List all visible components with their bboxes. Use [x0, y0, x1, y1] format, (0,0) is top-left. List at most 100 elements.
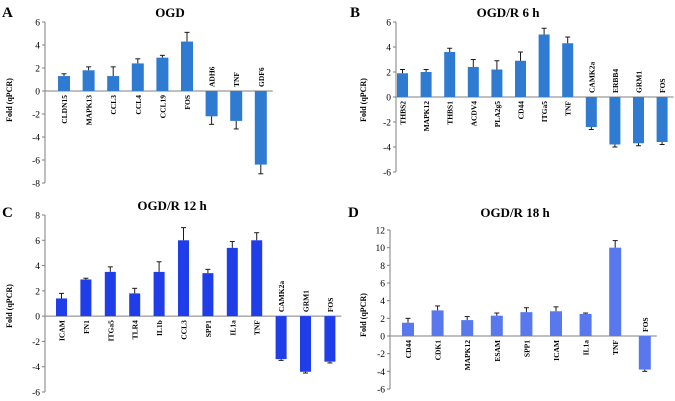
- panel-d-plot: 12 10 8 6 4 2 0 -2 -4 -6 CD44 CDK1 MAPK12 ESAM SPP1 ICA…: [376, 227, 657, 396]
- panel-c-title: OGD/R 12 h: [137, 198, 207, 213]
- panel-c-bar-il1a: [226, 247, 238, 317]
- panel-b-y-tick-label: 4: [386, 44, 391, 54]
- panel-c-category-label: IL1a: [228, 320, 237, 336]
- panel-c-bar-tlr4: [129, 293, 141, 317]
- panel-d-bar-esam: [490, 315, 503, 336]
- panel-c-category-label: IL1b: [155, 320, 164, 336]
- panel-b-bar-grm1: [633, 97, 644, 144]
- panel-d-y-tick-label: -6: [377, 386, 385, 396]
- panel-b-category-label: THBS2: [399, 101, 408, 125]
- panel-c-y-tick-label: -2: [32, 338, 40, 348]
- panel-a-y-tick-label: 6: [35, 19, 40, 29]
- panel-c-category-label: SPP1: [204, 320, 213, 337]
- panel-a-category-label: TNF: [232, 72, 241, 87]
- panel-d-y-tick-label: 2: [380, 315, 385, 325]
- panel-b-category-label: TNF: [564, 101, 573, 116]
- panel-b-y-tick-label: 6: [386, 19, 391, 29]
- panel-a-category-label: CCL4: [134, 95, 143, 115]
- panel-a-category-label: CCL3: [109, 95, 118, 115]
- panel-d-y-tick-label: 12: [376, 227, 386, 237]
- panel-a-y-tick-label: 0: [35, 88, 40, 98]
- panel-c-bar-camk2a: [275, 316, 287, 360]
- panel-c-y-tick-label: 2: [35, 287, 40, 297]
- panel-c-category-label: GRM1: [302, 290, 311, 312]
- panel-c-bar-fn1: [80, 279, 92, 317]
- panel-d-y-tick-label: 10: [376, 244, 386, 254]
- panel-a-y-tick-label: -2: [32, 111, 40, 121]
- panel-a-bar-gdf6: [254, 91, 267, 165]
- panel-d: D OGD/R 18 h Fold (qPCR) 12 10 8 6 4 2 0 -2 -4 -6…: [348, 205, 657, 396]
- panel-a-plot: 6 4 2 0 -2 -4 -6 -8 CLDN15 MAPK13 CCL3 CCL4 CCL19 FOS…: [32, 19, 273, 190]
- panel-b-category-label: CAMK2a: [587, 62, 596, 93]
- panel-a-y-tick-label: -6: [32, 157, 40, 167]
- panel-b-bar-acdv4: [467, 67, 479, 97]
- panel-a-bar-tnf: [230, 91, 243, 121]
- panel-c-y-tick-label: -6: [32, 389, 40, 399]
- panel-c-bar-icam: [56, 298, 67, 317]
- panel-b-plot: 6 4 2 0 -2 -4 -6 THBS2 MAPK12 THBS1 ACDV4 PLA2g5 CD4…: [383, 19, 674, 179]
- panel-b-bar-camk2a: [585, 97, 597, 127]
- panel-a-bar-adh6: [205, 91, 218, 117]
- panel-b-bar-thbs2: [397, 73, 408, 97]
- panel-a-category-label: FOS: [183, 95, 192, 110]
- panel-c-bar-fos: [324, 316, 336, 362]
- panel-c-label: C: [2, 205, 13, 221]
- panel-a-y-tick-label: 2: [35, 65, 40, 75]
- panel-b-bar-thbs1: [444, 52, 456, 97]
- panel-d-bar-mapk12: [461, 320, 474, 336]
- panel-a-bar-ccl3: [107, 76, 120, 91]
- panel-b-y-tick-label: -2: [383, 119, 391, 129]
- panel-d-y-axis-label: Fold (qPCR): [359, 293, 368, 337]
- panel-b-y-tick-label: 0: [386, 94, 391, 104]
- panel-d-category-label: IL1a: [582, 340, 591, 356]
- panel-a-category-label: MAPK13: [85, 95, 94, 126]
- panel-d-category-label: ICAM: [552, 340, 561, 361]
- panel-c-bar-ccl3: [178, 240, 189, 317]
- panel-d-category-label: CD44: [404, 340, 413, 359]
- panel-b-title: OGD/R 6 h: [477, 5, 541, 20]
- panel-b-bar-mapk12: [420, 72, 432, 97]
- panel-d-category-label: SPP1: [522, 340, 531, 357]
- panel-c-bar-tnf: [251, 240, 263, 317]
- panel-a-bar-fos: [181, 41, 193, 91]
- panel-b-y-tick-label: -4: [383, 144, 391, 154]
- panel-d-category-label: CDK1: [434, 340, 443, 361]
- panel-d-category-label: MAPK12: [463, 340, 472, 371]
- panel-c-category-label: FOS: [326, 298, 335, 313]
- panel-b-bar-pla2g5: [491, 69, 503, 97]
- panel-d-category-label: ESAM: [493, 340, 502, 362]
- panel-b-category-label: PLA2g5: [493, 101, 502, 128]
- panel-d-bar-fos: [638, 336, 651, 370]
- panel-b-y-axis-label: Fold (qPCR): [359, 78, 368, 122]
- panel-c-y-tick-label: 0: [35, 313, 40, 323]
- panel-a-y-tick-label: 4: [35, 42, 40, 52]
- panel-a-label: A: [2, 5, 13, 21]
- panel-d-bar-cdk1: [431, 310, 444, 336]
- panel-a-bar-ccl4: [131, 63, 144, 91]
- panel-b-y-tick-label: 2: [386, 69, 391, 79]
- panel-d-y-tick-label: 6: [380, 280, 385, 290]
- panel-c-bar-il1b: [153, 271, 165, 317]
- panel-c-bar-spp1: [202, 273, 214, 317]
- panel-d-title: OGD/R 18 h: [480, 205, 550, 220]
- panel-b-bar-itga5: [538, 34, 550, 97]
- panel-d-category-label: TNF: [611, 340, 620, 355]
- panel-d-y-tick-label: -4: [377, 368, 385, 378]
- panel-c-y-axis-label: Fold (qPCR): [5, 284, 14, 328]
- panel-c-y-tick-label: 6: [35, 237, 40, 247]
- panel-d-bar-cd44: [402, 322, 414, 336]
- panel-c-category-label: CAMK2a: [277, 281, 286, 312]
- panel-b-category-label: MAPK12: [422, 101, 431, 132]
- panel-c-category-label: ITGa5: [106, 320, 115, 342]
- panel-c-bar-itga5: [104, 271, 116, 317]
- panel-a-bar-mapk13: [82, 70, 95, 91]
- panel-d-bar-il1a: [579, 313, 592, 336]
- panel-b-category-label: CD44: [517, 101, 526, 120]
- panel-a-category-label: CLDN15: [60, 95, 69, 124]
- panel-a-title: OGD: [155, 5, 185, 20]
- panel-c-category-label: TLR4: [131, 320, 140, 339]
- panel-a-y-axis-label: Fold (qPCR): [5, 78, 14, 122]
- panel-d-bar-spp1: [520, 312, 533, 336]
- panel-b-bar-erbb4: [609, 97, 621, 145]
- panel-b-y-tick-label: -6: [383, 169, 391, 179]
